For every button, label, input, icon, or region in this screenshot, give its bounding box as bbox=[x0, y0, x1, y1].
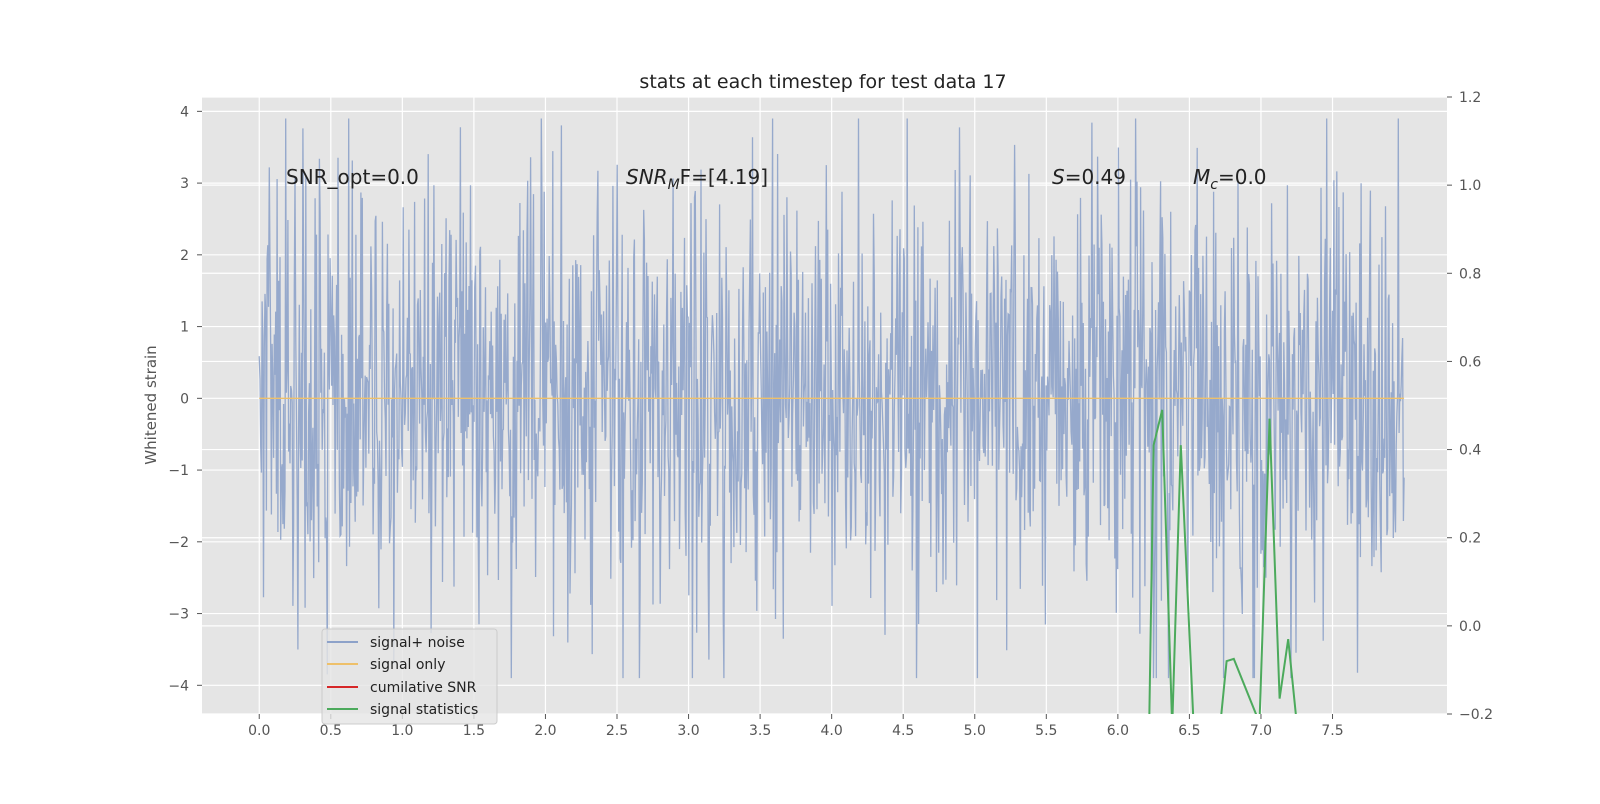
y-tick-label: −1 bbox=[168, 463, 189, 479]
snr-mf-name: SNR bbox=[626, 165, 668, 189]
x-tick-label: 6.5 bbox=[1178, 723, 1200, 739]
snr-mf-subscript: M bbox=[668, 177, 680, 193]
y2-tick-label: 0.8 bbox=[1459, 266, 1481, 282]
annotation-s: S=0.49 bbox=[1052, 165, 1126, 189]
y-tick-label: 4 bbox=[180, 104, 189, 120]
legend-box bbox=[321, 628, 498, 725]
y-axis-label: Whitened strain bbox=[142, 345, 160, 464]
x-tick-label: 2.5 bbox=[606, 723, 628, 739]
y2-tick-label: 0.2 bbox=[1459, 531, 1481, 547]
y2-tick-label: 0.4 bbox=[1459, 443, 1481, 459]
y-tick-label: 0 bbox=[180, 391, 189, 407]
legend: signal+ noise signal only cumilative SNR… bbox=[321, 628, 498, 725]
y-tick-label: 1 bbox=[180, 320, 189, 336]
y2-tick-label: 0.6 bbox=[1459, 354, 1481, 370]
series-signal-statistics-line bbox=[1148, 409, 1297, 714]
x-axis: 0.0 0.5 1.0 1.5 2.0 2.5 3.0 3.5 4.0 4.5 5.0 5.5 6.0 6… bbox=[248, 714, 1344, 739]
y-tick-label: −4 bbox=[168, 678, 189, 694]
x-tick-label: 0.5 bbox=[320, 723, 342, 739]
right-axis: 1.2 1.0 0.8 0.6 0.4 0.2 0.0 −0.2 bbox=[1447, 90, 1493, 723]
x-tick-label: 3.5 bbox=[749, 723, 771, 739]
x-tick-label: 1.5 bbox=[463, 723, 485, 739]
y2-tick-label: 1.2 bbox=[1459, 90, 1481, 106]
series-signal-noise-line bbox=[258, 118, 1405, 679]
x-tick-label: 1.0 bbox=[391, 723, 413, 739]
legend-label-signal-only: signal only bbox=[370, 657, 445, 673]
y2-tick-label: 1.0 bbox=[1459, 178, 1481, 194]
annotation-snr-mf: SNRMF=[4.19] bbox=[626, 165, 768, 193]
x-tick-label: 4.0 bbox=[821, 723, 843, 739]
s-name: S bbox=[1052, 165, 1065, 189]
y-tick-label: −3 bbox=[168, 607, 189, 623]
snr-mf-rest: F=[4.19] bbox=[680, 165, 768, 189]
x-tick-label: 4.5 bbox=[892, 723, 914, 739]
left-axis: 4 3 2 1 0 −1 −2 −3 −4 bbox=[168, 104, 202, 694]
annotations: SNR_opt=0.0 SNRMF=[4.19] S=0.49 Mc=0.0 bbox=[286, 165, 1267, 193]
x-tick-label: 3.0 bbox=[677, 723, 699, 739]
s-rest: =0.49 bbox=[1065, 165, 1126, 189]
x-tick-label: 7.0 bbox=[1250, 723, 1272, 739]
y2-tick-label: 0.0 bbox=[1459, 619, 1481, 635]
annotation-mc: Mc=0.0 bbox=[1193, 165, 1267, 193]
annotation-snr-opt: SNR_opt=0.0 bbox=[286, 165, 419, 189]
mc-rest: =0.0 bbox=[1218, 165, 1267, 189]
x-tick-label: 5.0 bbox=[964, 723, 986, 739]
x-tick-label: 7.5 bbox=[1321, 723, 1343, 739]
x-tick-label: 0.0 bbox=[248, 723, 270, 739]
mc-name: M bbox=[1193, 165, 1210, 189]
legend-label-cumulative-snr: cumilative SNR bbox=[370, 680, 477, 696]
series-layer bbox=[258, 118, 1405, 714]
chart-title: stats at each timestep for test data 17 bbox=[639, 71, 1006, 93]
y-tick-label: 3 bbox=[180, 176, 189, 192]
y-tick-label: −2 bbox=[168, 535, 189, 551]
y2-tick-label: −0.2 bbox=[1459, 707, 1493, 723]
x-tick-label: 6.0 bbox=[1107, 723, 1129, 739]
x-tick-label: 2.0 bbox=[534, 723, 556, 739]
mc-subscript: c bbox=[1210, 177, 1218, 193]
legend-label-signal-noise: signal+ noise bbox=[370, 635, 465, 651]
legend-label-signal-statistics: signal statistics bbox=[370, 702, 478, 718]
y-tick-label: 2 bbox=[180, 248, 189, 264]
x-tick-label: 5.5 bbox=[1035, 723, 1057, 739]
